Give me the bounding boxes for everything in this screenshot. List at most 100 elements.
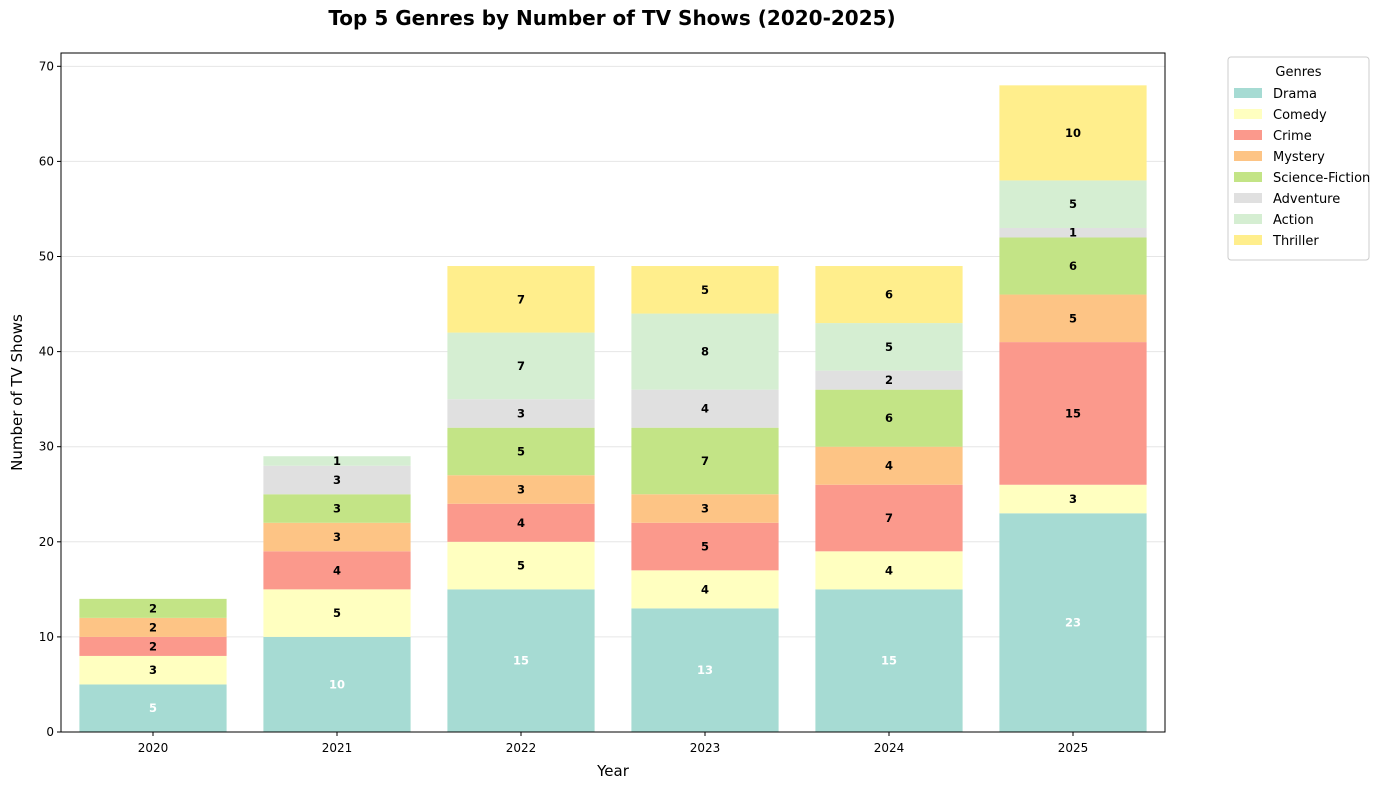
bar-drama-2023 (631, 608, 779, 732)
segment-label: 3 (149, 663, 157, 677)
legend-title: Genres (1275, 65, 1321, 80)
bar-mystery-2023 (631, 494, 779, 523)
segment-label: 8 (701, 345, 709, 359)
legend-swatch (1234, 235, 1262, 245)
segment-label: 6 (1069, 259, 1077, 273)
segment-label: 15 (881, 654, 897, 668)
bars (79, 85, 1147, 732)
bar-drama-2025 (999, 513, 1147, 732)
legend-swatch (1234, 193, 1262, 203)
bar-comedy-2025 (999, 484, 1147, 514)
segment-label: 2 (885, 373, 893, 387)
legend-entry: Mystery (1273, 150, 1325, 165)
legend-entry: Adventure (1273, 192, 1340, 207)
legend-entry: Drama (1273, 87, 1317, 102)
segment-label: 4 (701, 582, 709, 596)
legend-entry: Action (1273, 213, 1314, 228)
x-axis: 2020 2021 2022 2023 2024 2025 (138, 732, 1089, 755)
bar-crime-2021 (263, 551, 411, 590)
legend-swatch (1234, 130, 1262, 140)
segment-label: 7 (517, 292, 525, 306)
bar-action-2023 (631, 313, 779, 390)
segment-label: 3 (333, 530, 341, 544)
bar-mystery-2021 (263, 522, 411, 552)
y-tick-label: 70 (39, 59, 54, 73)
segment-label: 10 (1065, 126, 1081, 140)
x-tick-label: 2025 (1058, 741, 1089, 755)
legend-swatch (1234, 151, 1262, 161)
bar-crime-2025 (999, 342, 1147, 485)
segment-label: 5 (517, 559, 525, 573)
segment-label: 4 (701, 402, 709, 416)
bar-comedy-2021 (263, 589, 411, 637)
bar-mystery-2025 (999, 294, 1147, 343)
y-tick-label: 10 (39, 630, 54, 644)
bar-thriller-2025 (999, 85, 1147, 181)
bar-science-fiction-2020 (79, 598, 227, 618)
segment-label: 5 (1069, 311, 1077, 325)
bar-adventure-2022 (447, 399, 595, 428)
y-tick-label: 0 (46, 725, 54, 739)
segment-labels: 5322210543331155435377134537485154746256… (149, 126, 1081, 715)
segment-label: 3 (517, 406, 525, 420)
segment-label: 15 (1065, 406, 1081, 420)
y-axis: 0 10 20 30 40 50 60 70 (39, 59, 61, 739)
bar-thriller-2023 (631, 266, 779, 314)
legend-entry: Thriller (1272, 234, 1319, 249)
bar-science-fiction-2025 (999, 237, 1147, 295)
bar-thriller-2024 (815, 266, 963, 324)
bar-comedy-2022 (447, 541, 595, 590)
segment-label: 7 (517, 359, 525, 373)
bar-mystery-2020 (79, 617, 227, 637)
y-tick-label: 60 (39, 154, 54, 168)
bar-action-2025 (999, 180, 1147, 228)
segment-label: 3 (1069, 492, 1077, 506)
bar-drama-2024 (815, 589, 963, 732)
bar-crime-2023 (631, 522, 779, 571)
segment-label: 2 (149, 620, 157, 634)
bar-comedy-2024 (815, 551, 963, 590)
bar-crime-2022 (447, 503, 595, 542)
segment-label: 5 (701, 283, 709, 297)
y-tick-label: 30 (39, 440, 54, 454)
segment-label: 2 (149, 601, 157, 615)
bar-comedy-2023 (631, 570, 779, 609)
segment-label: 5 (517, 444, 525, 458)
bar-mystery-2024 (815, 446, 963, 485)
segment-label: 5 (333, 606, 341, 620)
x-tick-label: 2020 (138, 741, 169, 755)
segment-label: 4 (885, 459, 893, 473)
bar-science-fiction-2021 (263, 494, 411, 523)
legend-swatch (1234, 172, 1262, 182)
segment-label: 6 (885, 288, 893, 302)
bar-adventure-2024 (815, 370, 963, 390)
bar-crime-2020 (79, 636, 227, 656)
bar-adventure-2021 (263, 465, 411, 495)
bar-action-2024 (815, 323, 963, 371)
segment-label: 7 (885, 511, 893, 525)
segment-label: 6 (885, 411, 893, 425)
x-tick-label: 2024 (874, 741, 905, 755)
bar-comedy-2020 (79, 655, 227, 685)
segment-label: 5 (149, 701, 157, 715)
plot-frame (60, 52, 1166, 733)
segment-label: 1 (1069, 226, 1077, 240)
bar-science-fiction-2023 (631, 427, 779, 495)
bar-action-2021 (263, 456, 411, 466)
bar-science-fiction-2024 (815, 389, 963, 447)
bar-drama-2022 (447, 589, 595, 732)
segment-label: 3 (333, 473, 341, 487)
segment-label: 1 (333, 454, 341, 468)
segment-label: 4 (333, 563, 341, 577)
bar-action-2022 (447, 332, 595, 400)
legend-swatch (1234, 88, 1262, 98)
bar-drama-2021 (263, 636, 411, 732)
y-axis-title: Number of TV Shows (8, 314, 26, 471)
legend-entry: Comedy (1273, 108, 1327, 123)
bar-science-fiction-2022 (447, 427, 595, 476)
legend-entry: Crime (1273, 129, 1312, 144)
legend-swatch (1234, 109, 1262, 119)
segment-label: 3 (333, 502, 341, 516)
legend-entry: Science-Fiction (1273, 171, 1370, 186)
legend: Genres Drama Comedy Crime Mystery Science-Fi… (1227, 56, 1370, 261)
